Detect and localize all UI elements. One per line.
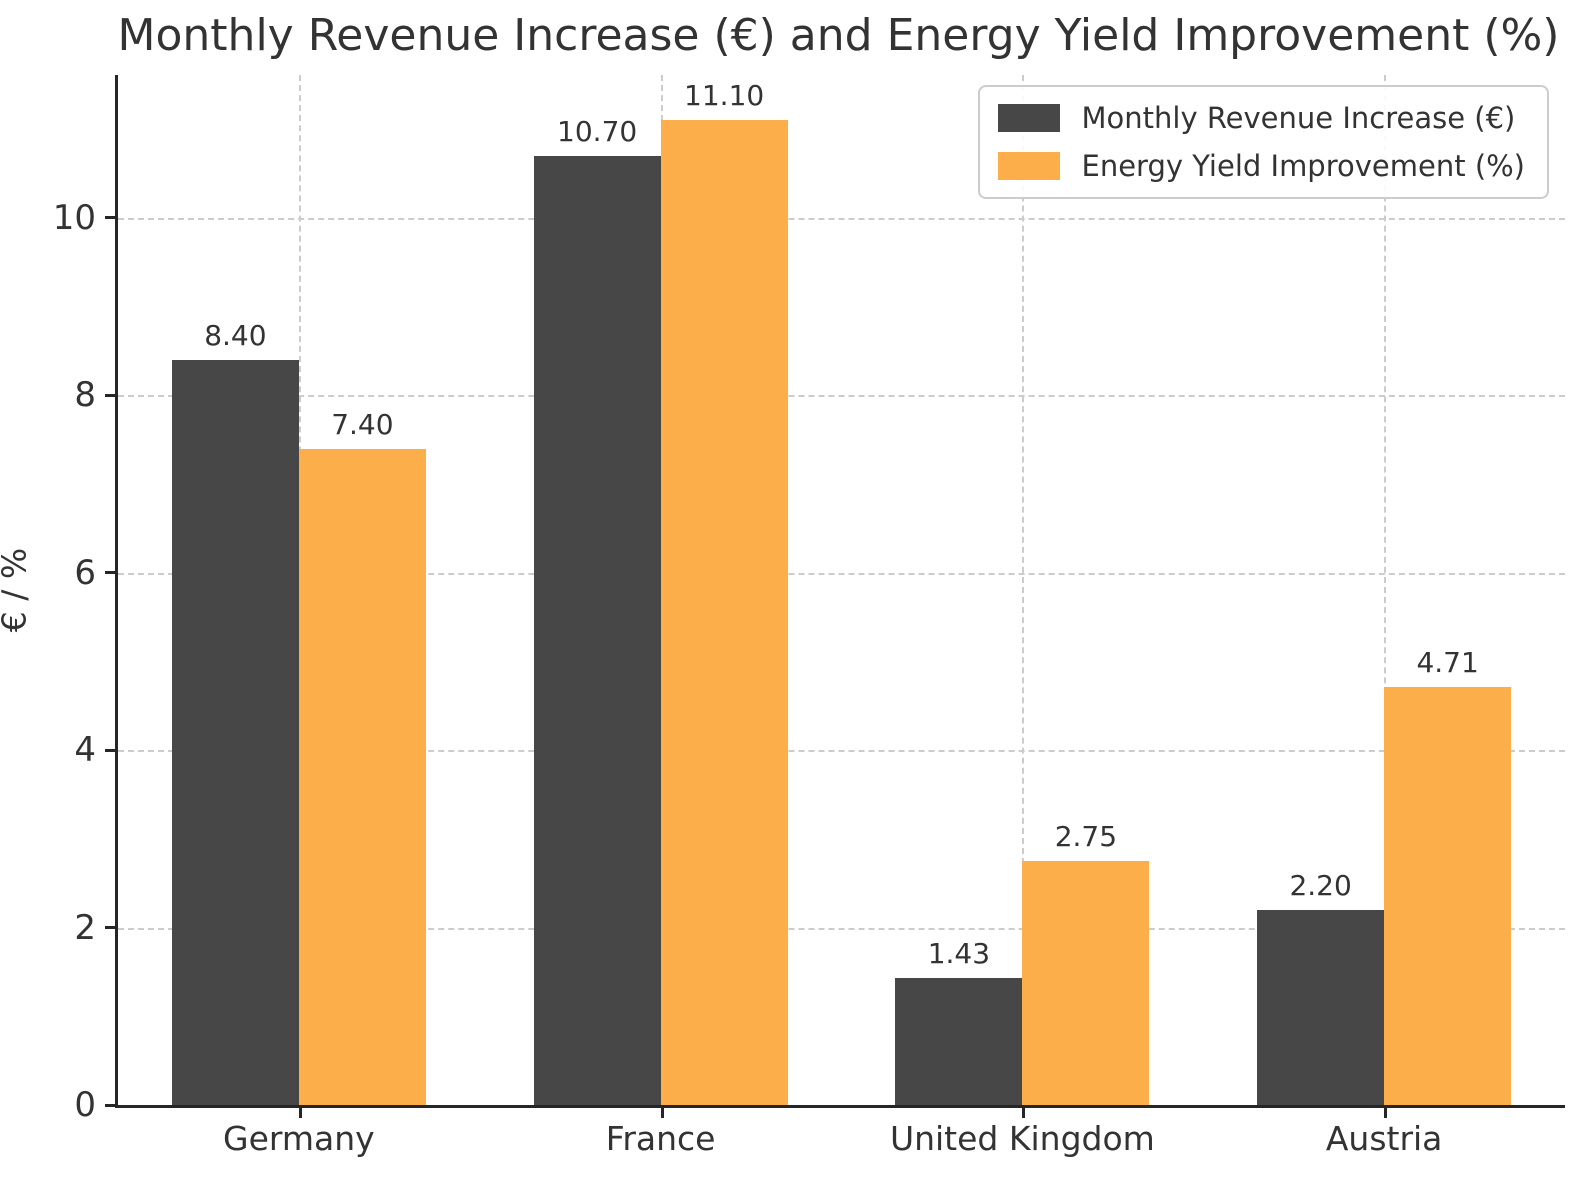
legend-item-revenue: Monthly Revenue Increase (€): [997, 101, 1526, 135]
gridline-horizontal: [118, 395, 1565, 398]
y-tick-mark: [105, 926, 115, 930]
bar-revenue: [533, 155, 661, 1105]
plot-area: Monthly Revenue Increase (€) Energy Yiel…: [53, 75, 1565, 1158]
legend: Monthly Revenue Increase (€) Energy Yiel…: [977, 85, 1549, 199]
legend-item-yield: Energy Yield Improvement (%): [997, 149, 1526, 183]
bar-value-label: 11.10: [684, 79, 765, 113]
y-axis-label: € / %: [0, 548, 34, 632]
legend-label-revenue: Monthly Revenue Increase (€): [1081, 101, 1516, 135]
x-tick-label: United Kingdom: [889, 1119, 1155, 1158]
y-tick-mark: [105, 393, 115, 397]
legend-label-yield: Energy Yield Improvement (%): [1081, 149, 1526, 183]
legend-swatch-yield-icon: [997, 152, 1060, 180]
y-tick-mark: [105, 748, 115, 752]
y-tick-label: 6: [74, 552, 96, 593]
x-tick-label: Austria: [1325, 1119, 1443, 1158]
x-tick-mark: [1022, 1108, 1026, 1118]
y-tick-mark: [105, 571, 115, 575]
bar-value-label: 2.20: [1289, 868, 1352, 902]
y-tick-label: 4: [74, 730, 96, 771]
bar-yield: [660, 120, 788, 1105]
bar-yield: [1384, 687, 1512, 1105]
bar-revenue: [171, 359, 299, 1105]
bar-revenue: [895, 978, 1023, 1105]
y-tick-label: 0: [74, 1085, 96, 1125]
y-tick-mark: [105, 1103, 115, 1107]
x-tick-label: France: [605, 1119, 716, 1158]
x-tick-mark: [1384, 1108, 1388, 1118]
y-tick-label: 2: [74, 907, 96, 948]
bar-value-label: 8.40: [204, 318, 267, 352]
y-tick-label: 8: [74, 375, 96, 416]
legend-swatch-revenue-icon: [997, 104, 1060, 132]
bar-value-label: 7.40: [331, 407, 394, 441]
x-tick-mark: [660, 1108, 664, 1118]
y-tick-label: 10: [52, 197, 96, 238]
gridline-horizontal: [118, 927, 1565, 930]
bar-revenue: [1257, 909, 1385, 1105]
gridline-horizontal: [118, 217, 1565, 220]
bar-yield: [1022, 861, 1150, 1105]
bar-value-label: 10.70: [557, 114, 638, 148]
bar-value-label: 2.75: [1054, 820, 1118, 854]
gridline-horizontal: [118, 750, 1565, 753]
gridline-vertical: [1384, 75, 1387, 1105]
chart-title: Monthly Revenue Increase (€) and Energy …: [117, 10, 1560, 61]
bar-yield: [298, 448, 426, 1105]
bar-value-label: 4.71: [1416, 646, 1479, 680]
bar-value-label: 1.43: [927, 937, 991, 971]
gridline-vertical: [1022, 75, 1025, 1105]
x-tick-label: Germany: [223, 1119, 375, 1158]
x-tick-mark: [298, 1108, 302, 1118]
gridline-horizontal: [118, 572, 1565, 575]
y-tick-mark: [105, 216, 115, 220]
